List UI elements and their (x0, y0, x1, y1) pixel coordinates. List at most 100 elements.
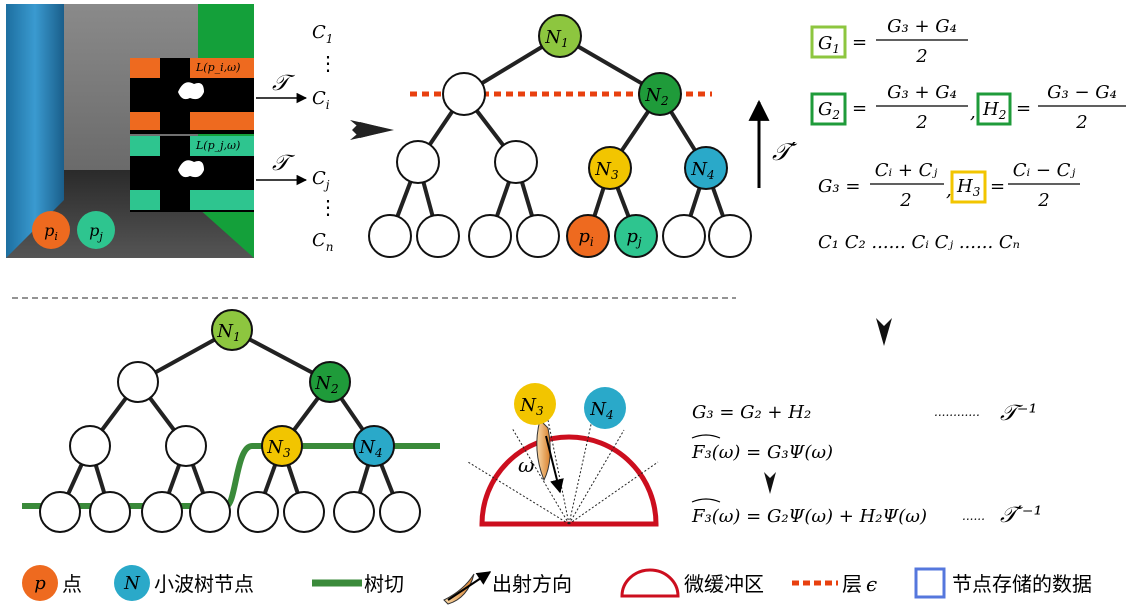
top-node-n2 (638, 72, 682, 116)
svg-text:2: 2 (1037, 190, 1049, 211)
svg-text:Ci: Ci (312, 88, 330, 112)
svg-text:N4: N4 (589, 399, 613, 422)
reconstruction-equations: G₃ = G₂ + H₂ ............ 𝒯⁻¹ F₃(ω) = G₃… (691, 401, 1042, 528)
svg-text:pi: pi (578, 226, 594, 249)
transform-arrow-i: 𝒯 (256, 71, 308, 104)
svg-text:2: 2 (915, 112, 927, 133)
svg-text:pj: pj (626, 226, 642, 249)
wavelet-tree-top (388, 34, 732, 237)
svg-text:=: = (990, 176, 1005, 197)
coefficient-list: C1 ⋮ Ci Cj ⋮ Cn (312, 22, 338, 254)
texture-pi: L(p_i,ω) (130, 58, 254, 134)
svg-text:Cn: Cn (312, 230, 334, 254)
legend: p 点 N 小波树节点 树切 出射方向 微缓冲区 层 ϵ 节点存储的数据 (22, 565, 1092, 605)
svg-text:,: , (946, 180, 952, 201)
svg-text:N3: N3 (266, 437, 291, 460)
svg-text:N1: N1 (216, 321, 240, 344)
svg-text:小波树节点: 小波树节点 (154, 572, 254, 596)
texture-pj: L(p_j,ω) (130, 136, 254, 212)
svg-text:N2: N2 (314, 373, 338, 396)
svg-text:C₁ C₂ ...... Cᵢ Cⱼ ...... Cₙ: C₁ C₂ ...... Cᵢ Cⱼ ...... Cₙ (818, 232, 1020, 253)
svg-text:......: ...... (962, 509, 985, 523)
svg-text:层: 层 (842, 572, 862, 596)
wavelet-tree-bottom (58, 328, 402, 513)
svg-text:Cᵢ + Cⱼ: Cᵢ + Cⱼ (875, 160, 938, 181)
svg-text:G₃ + G₄: G₃ + G₄ (887, 16, 957, 37)
svg-text:𝒯: 𝒯 (272, 71, 296, 96)
svg-text:G2: G2 (818, 99, 840, 122)
texture-pi-label: L(p_i,ω) (195, 61, 240, 74)
svg-text:N4: N4 (358, 437, 382, 460)
top-tree-labels: N1 N2 N3 N4 pi pj (544, 27, 714, 249)
svg-text:2: 2 (915, 46, 927, 67)
legend-storage: 节点存储的数据 (914, 567, 1092, 599)
micro-buffer-hemisphere: ω N3 N4 (467, 383, 659, 527)
svg-text:F₃(ω) = G₂Ψ(ω) + H₂Ψ(ω): F₃(ω) = G₂Ψ(ω) + H₂Ψ(ω) (691, 506, 927, 527)
svg-text:N1: N1 (544, 27, 568, 50)
svg-text:Cj: Cj (312, 168, 330, 192)
top-node-n3 (588, 146, 632, 190)
svg-text:ϵ: ϵ (866, 572, 877, 596)
svg-text:N3: N3 (594, 159, 619, 182)
forward-transform-prime: 𝒯′ (748, 99, 798, 188)
svg-text:2: 2 (899, 190, 911, 211)
svg-text:............: ............ (934, 405, 980, 419)
svg-text:N2: N2 (644, 85, 668, 108)
flow-arrow-down (876, 318, 892, 346)
svg-text:出射方向: 出射方向 (492, 572, 572, 596)
svg-text:节点存储的数据: 节点存储的数据 (952, 572, 1092, 596)
outgoing-direction-arrow (545, 435, 564, 494)
bottom-node-n1 (211, 309, 253, 351)
svg-text:𝒯: 𝒯 (272, 151, 296, 176)
bottom-node-n2 (309, 361, 351, 403)
svg-text:𝒯′⁻¹: 𝒯′⁻¹ (1000, 503, 1042, 528)
svg-text:=: = (1016, 98, 1031, 119)
bottom-node-n3 (261, 425, 303, 467)
top-tree-nodes (368, 14, 752, 258)
transform-arrow-j: 𝒯 (256, 151, 308, 186)
svg-text:N4: N4 (690, 159, 714, 182)
svg-text:H3: H3 (956, 176, 981, 199)
scene-point-pi: pi (32, 211, 70, 249)
outgoing-lobe (536, 419, 551, 482)
top-node-unnamed (442, 72, 486, 116)
svg-text:F₃(ω) = G₃Ψ(ω): F₃(ω) = G₃Ψ(ω) (691, 442, 833, 463)
svg-text:N3: N3 (519, 395, 544, 418)
legend-node: N 小波树节点 (114, 565, 254, 601)
top-node-n4 (684, 146, 728, 190)
svg-text:H2: H2 (982, 99, 1006, 122)
svg-text:Cᵢ − Cⱼ: Cᵢ − Cⱼ (1013, 160, 1076, 181)
svg-text:G₃ = G₂ + H₂: G₃ = G₂ + H₂ (692, 402, 811, 423)
svg-text:C1: C1 (312, 22, 333, 46)
bottom-tree-labels: N1 N2 N3 N4 (216, 321, 382, 460)
h2-storage-box (976, 92, 1012, 126)
flow-arrow-right (350, 120, 394, 140)
svg-text:G₃ − G₄: G₃ − G₄ (1047, 82, 1117, 103)
legend-direction: 出射方向 (443, 571, 572, 605)
svg-text:=: = (852, 32, 867, 53)
texture-pj-label: L(p_j,ω) (195, 139, 240, 152)
legend-tree-cut: 树切 (312, 572, 404, 596)
legend-buffer: 微缓冲区 (620, 568, 764, 598)
top-node-n1 (538, 14, 582, 58)
svg-text:p: p (34, 573, 46, 594)
svg-text:=: = (852, 98, 867, 119)
svg-text:G₃ =: G₃ = (818, 176, 860, 197)
svg-text:N: N (123, 573, 141, 594)
svg-text:𝒯⁻¹: 𝒯⁻¹ (1000, 401, 1037, 426)
svg-text:微缓冲区: 微缓冲区 (684, 572, 764, 596)
svg-text:点: 点 (62, 572, 82, 596)
scene-point-pj: pj (77, 211, 115, 249)
svg-text:G₃ + G₄: G₃ + G₄ (887, 82, 957, 103)
svg-text:,: , (970, 102, 976, 123)
svg-text:⋮: ⋮ (318, 51, 338, 75)
legend-layer: 层 ϵ (792, 572, 877, 596)
h3-storage-box (950, 170, 987, 204)
svg-text:2: 2 (1075, 112, 1087, 133)
equations: G1 = G₃ + G₄ 2 G2 = G₃ + G₄ 2 , H2 = G₃ … (810, 16, 1126, 253)
bottom-tree-nodes (39, 309, 421, 533)
top-leaf-pi (566, 214, 610, 258)
bottom-node-n4 (353, 425, 395, 467)
